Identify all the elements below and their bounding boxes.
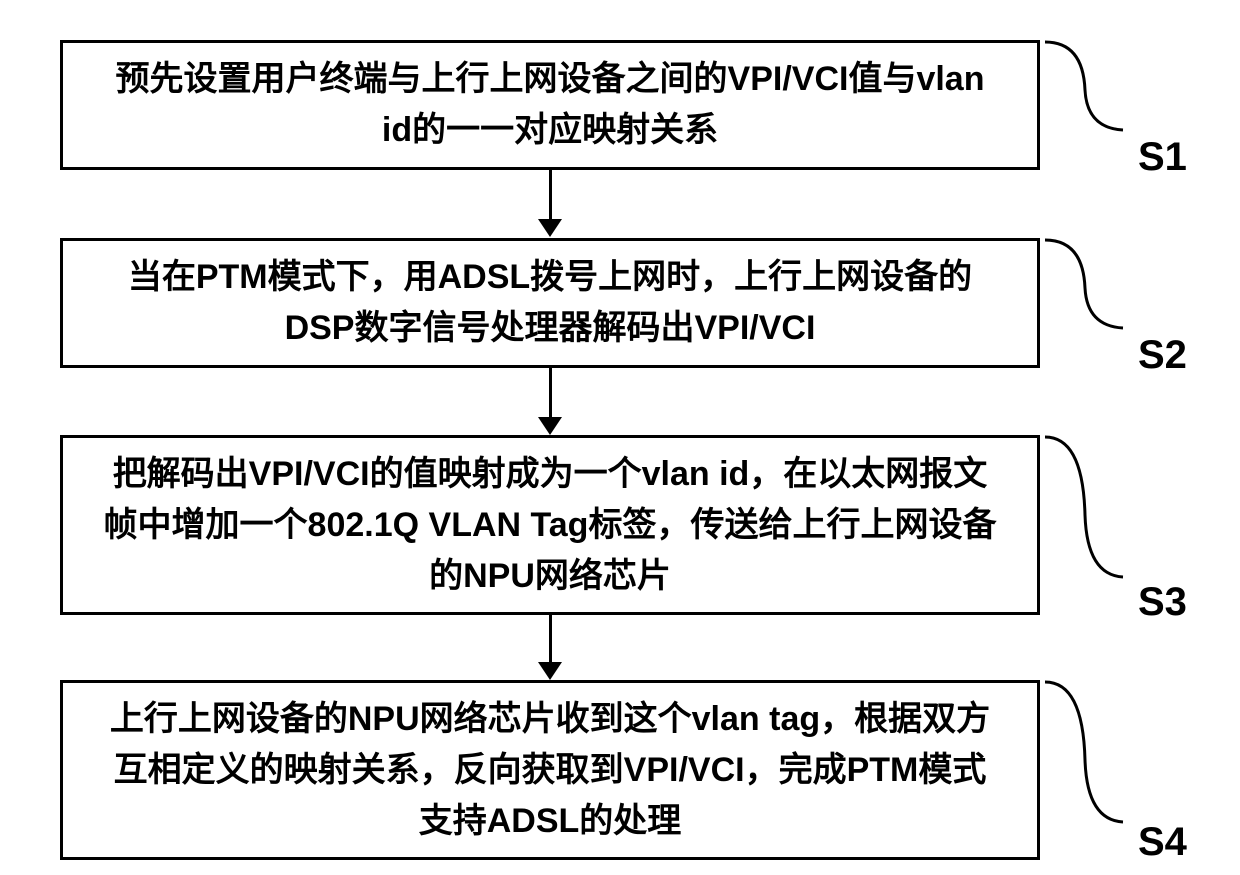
step-s4-text: 上行上网设备的NPU网络芯片收到这个vlan tag，根据双方互相定义的映射关系…	[103, 694, 997, 847]
step-s2-box: 当在PTM模式下，用ADSL拨号上网时，上行上网设备的DSP数字信号处理器解码出…	[60, 238, 1040, 368]
step-s3-container: 把解码出VPI/VCI的值映射成为一个vlan id，在以太网报文帧中增加一个8…	[60, 435, 1040, 615]
step-s2-text: 当在PTM模式下，用ADSL拨号上网时，上行上网设备的DSP数字信号处理器解码出…	[103, 252, 997, 354]
bracket-s3	[1043, 435, 1133, 630]
flowchart-container: 预先设置用户终端与上行上网设备之间的VPI/VCI值与vlan id的一一对应映…	[0, 20, 1240, 823]
step-s3-label: S3	[1138, 580, 1187, 627]
bracket-s1	[1043, 40, 1133, 185]
arrow-1-head	[538, 219, 562, 237]
bracket-s4	[1043, 680, 1133, 875]
step-s3-text: 把解码出VPI/VCI的值映射成为一个vlan id，在以太网报文帧中增加一个8…	[103, 449, 997, 602]
arrow-1-line	[549, 170, 552, 220]
arrow-3-line	[549, 615, 552, 663]
step-s2-container: 当在PTM模式下，用ADSL拨号上网时，上行上网设备的DSP数字信号处理器解码出…	[60, 238, 1040, 368]
step-s1-label: S1	[1138, 135, 1187, 182]
bracket-s2	[1043, 238, 1133, 383]
step-s1-box: 预先设置用户终端与上行上网设备之间的VPI/VCI值与vlan id的一一对应映…	[60, 40, 1040, 170]
arrow-3	[538, 615, 562, 680]
arrow-1	[538, 170, 562, 237]
step-s1-container: 预先设置用户终端与上行上网设备之间的VPI/VCI值与vlan id的一一对应映…	[60, 40, 1040, 170]
step-s3-box: 把解码出VPI/VCI的值映射成为一个vlan id，在以太网报文帧中增加一个8…	[60, 435, 1040, 615]
step-s2-label: S2	[1138, 333, 1187, 380]
arrow-2-head	[538, 417, 562, 435]
step-s4-label: S4	[1138, 820, 1187, 867]
step-s1-text: 预先设置用户终端与上行上网设备之间的VPI/VCI值与vlan id的一一对应映…	[103, 54, 997, 156]
arrow-3-head	[538, 662, 562, 680]
arrow-2-line	[549, 368, 552, 418]
arrow-2	[538, 368, 562, 435]
step-s4-box: 上行上网设备的NPU网络芯片收到这个vlan tag，根据双方互相定义的映射关系…	[60, 680, 1040, 860]
step-s4-container: 上行上网设备的NPU网络芯片收到这个vlan tag，根据双方互相定义的映射关系…	[60, 680, 1040, 860]
